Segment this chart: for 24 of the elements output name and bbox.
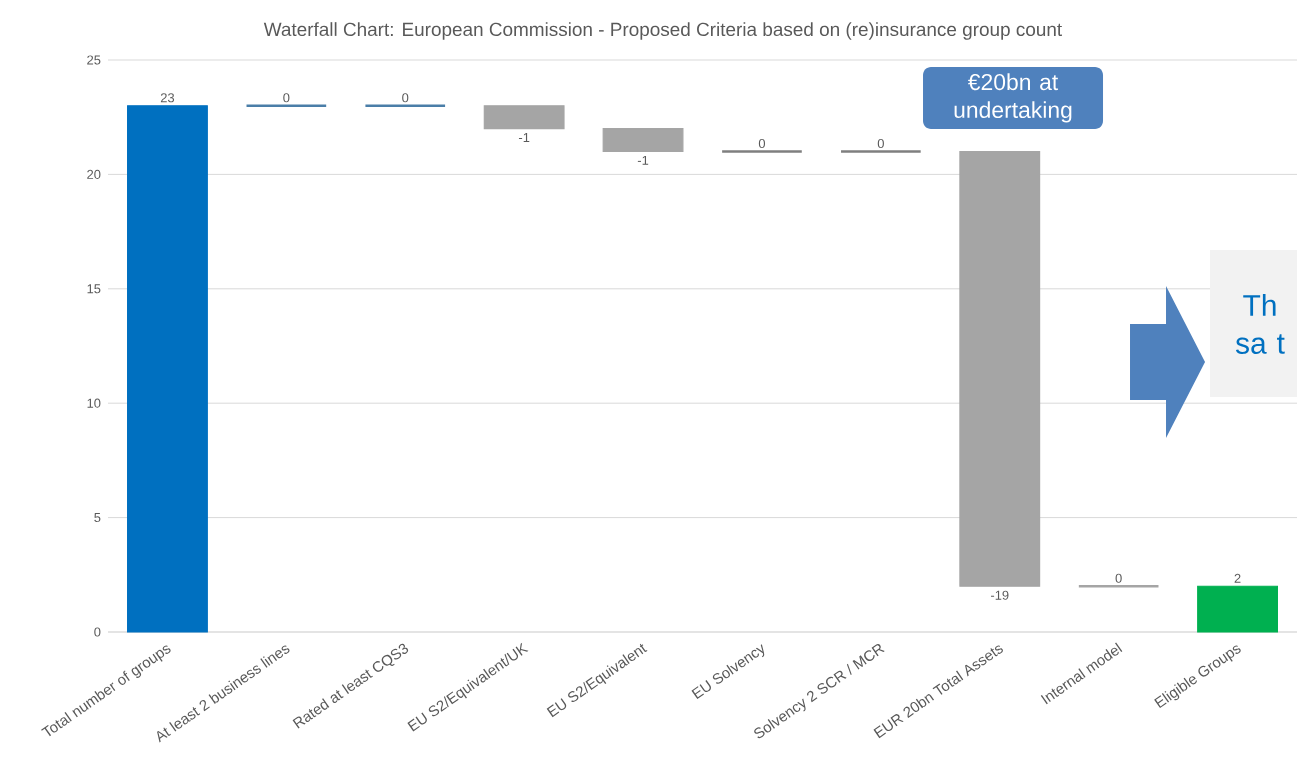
data-label: -1: [637, 155, 649, 165]
data-label: 0: [758, 138, 766, 149]
data-label: 2: [1234, 573, 1241, 583]
bar: [483, 105, 565, 130]
data-label: 0: [1115, 573, 1122, 583]
annotation: Th sa t: [1235, 294, 1285, 354]
bar: [959, 150, 1041, 587]
annotation: €20bn at undertaking: [954, 73, 1072, 123]
y-tick-label: 5: [94, 513, 101, 523]
chart-title: Waterfall Chart: European Commission - Proposed Criteria based on (re)insurance group count: [263, 22, 1062, 40]
data-label: -19: [990, 590, 1009, 600]
y-tick-label: 20: [87, 169, 101, 179]
bar: [602, 128, 684, 153]
data-label: 0: [283, 93, 290, 103]
bar: [127, 105, 208, 633]
y-tick-label: 15: [87, 284, 101, 294]
y-tick-label: 10: [87, 398, 101, 408]
data-label: 0: [402, 93, 409, 103]
data-label: 23: [160, 93, 175, 103]
y-tick-label: 25: [87, 55, 101, 65]
y-tick-label: 0: [94, 627, 101, 637]
data-label: 0: [877, 138, 884, 149]
bar: [1197, 585, 1278, 633]
data-label: -1: [518, 133, 530, 142]
